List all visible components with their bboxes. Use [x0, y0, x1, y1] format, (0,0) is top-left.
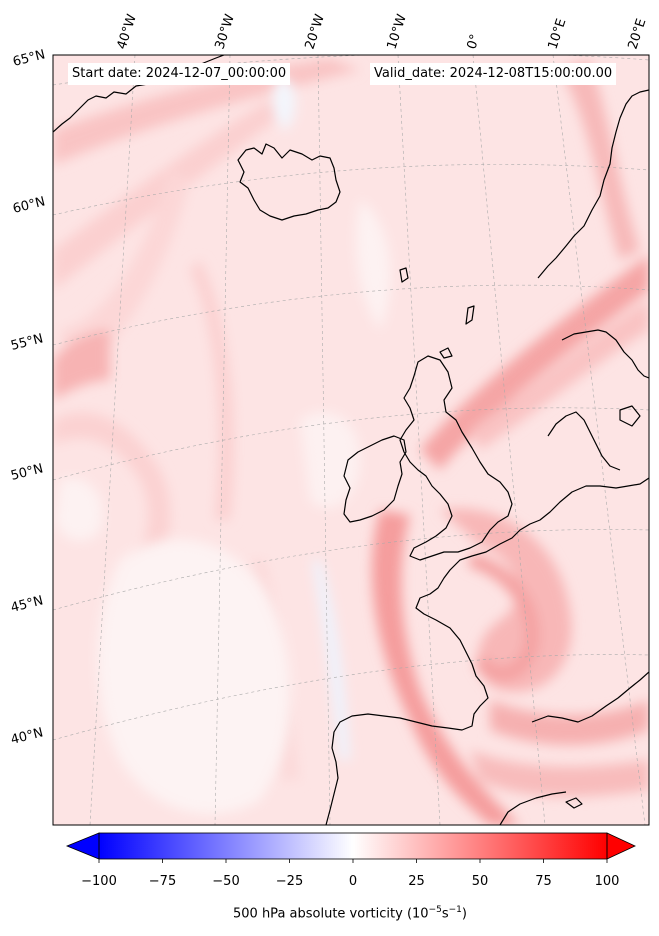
vorticity-field — [53, 58, 649, 825]
lon-label: 20°W — [303, 12, 328, 51]
colorbar-tick-label: 25 — [408, 874, 425, 889]
lon-label: 40°W — [115, 12, 140, 51]
mediterranean-coast — [531, 671, 649, 723]
colorbar-ticks: −100 −75 −50 −25 0 25 50 75 100 — [81, 859, 619, 889]
colorbar-tick-label: 100 — [595, 874, 620, 889]
ireland-coast — [343, 435, 407, 523]
lon-label: 30°W — [213, 12, 238, 51]
graticule — [53, 55, 649, 825]
colorbar-tick-label: 0 — [349, 874, 357, 889]
lat-label: 65°N — [11, 47, 46, 69]
orkney-islands — [439, 347, 453, 359]
danish-islands — [619, 405, 641, 427]
colorbar-tick-label: 75 — [535, 874, 552, 889]
balearic-islands — [565, 797, 583, 809]
start-date-label: Start date: 2024-12-07_00:00:00 — [68, 63, 291, 85]
longitude-labels: 40°W 30°W 20°W 10°W 0° 10°E 20°E — [115, 12, 650, 51]
colorbar-tick-label: −100 — [81, 874, 117, 889]
start-date-text: Start date: 2024-12-07_00:00:00 — [72, 66, 287, 81]
scotland-england-coast — [399, 355, 513, 561]
colorbar-tick-label: −50 — [212, 874, 239, 889]
colorbar-label: 500 hPa absolute vorticity (10−5s−1) — [0, 905, 659, 921]
lat-label: 50°N — [9, 461, 44, 483]
colorbar-label-end: ) — [461, 906, 467, 922]
iceland-coast — [237, 143, 341, 221]
map-frame — [52, 54, 650, 826]
colorbar-tick-label: −75 — [149, 874, 176, 889]
sweden-coast — [561, 329, 649, 379]
lon-label: 10°E — [546, 17, 570, 51]
colorbar-label-exp1: −5 — [428, 905, 442, 915]
colorbar-gradient — [99, 833, 607, 859]
shetland-islands — [465, 305, 475, 325]
latitude-labels: 65°N 60°N 55°N 50°N 45°N 40°N — [9, 47, 46, 747]
lat-label: 60°N — [11, 194, 46, 216]
colorbar-extend-low — [65, 832, 100, 860]
lat-label: 40°N — [9, 725, 44, 747]
lon-label: 10°W — [385, 12, 410, 51]
colorbar-label-main: 500 hPa absolute vorticity (10 — [233, 906, 429, 922]
norway-coast — [537, 89, 649, 279]
colorbar-label-mid: s — [441, 906, 449, 922]
lat-label: 55°N — [9, 331, 44, 353]
colorbar-label-exp2: −1 — [448, 905, 462, 915]
denmark-coast — [547, 411, 621, 471]
lon-label: 0° — [465, 33, 484, 52]
faroe-islands — [399, 267, 409, 283]
lat-label: 45°N — [9, 593, 44, 615]
colorbar: −100 −75 −50 −25 0 25 50 75 100 — [65, 832, 636, 889]
valid-date-label: Valid_date: 2024-12-08T15:00:00.00 — [370, 63, 617, 85]
colorbar-tick-label: 50 — [472, 874, 489, 889]
continental-coast — [325, 477, 649, 825]
low-vorticity-areas — [55, 75, 391, 815]
iberia-mediterranean-coast — [499, 791, 567, 825]
valid-date-text: Valid_date: 2024-12-08T15:00:00.00 — [374, 66, 613, 81]
lon-label: 20°E — [626, 17, 650, 51]
colorbar-tick-label: −25 — [276, 874, 303, 889]
map-panel — [53, 55, 649, 825]
colorbar-extend-high — [606, 832, 636, 860]
